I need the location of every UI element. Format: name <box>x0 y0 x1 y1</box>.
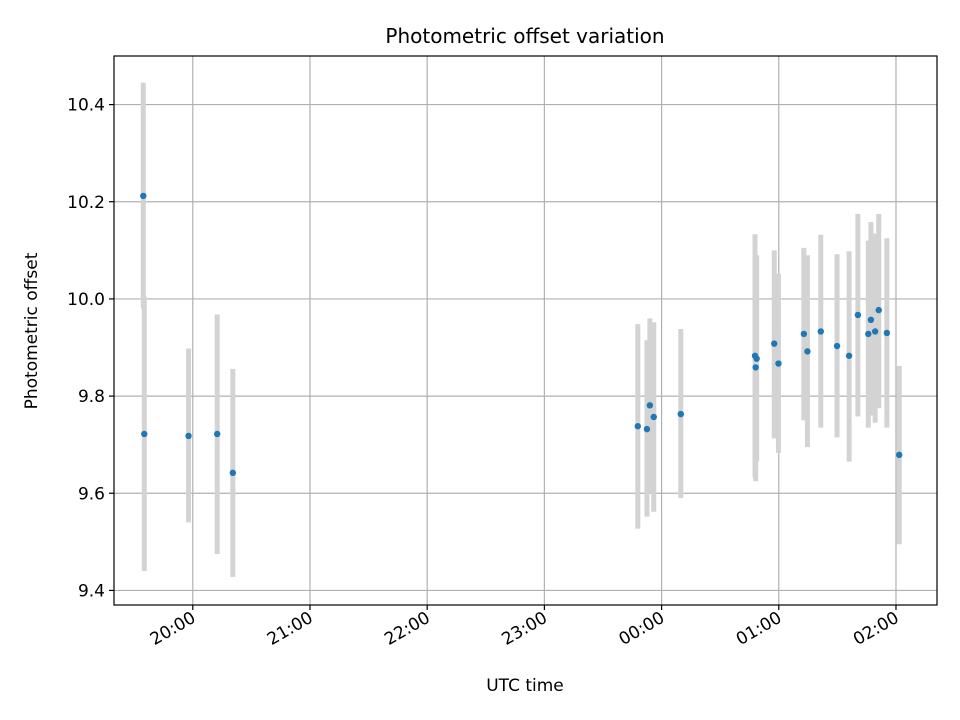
data-point <box>865 330 872 338</box>
data-point <box>804 348 811 355</box>
y-tick-label: 10.2 <box>67 193 105 213</box>
data-point <box>752 364 759 371</box>
y-tick-label: 9.8 <box>78 387 105 407</box>
data-point <box>896 451 903 459</box>
data-point <box>140 192 147 200</box>
data-point <box>800 330 808 338</box>
x-axis: 20:00 21:00 22:00 23:00 00:00 01:00 02:00 <box>147 605 902 650</box>
data-point <box>871 328 879 335</box>
data-point <box>677 410 684 418</box>
y-tick-label: 9.6 <box>78 484 105 504</box>
data-point <box>634 423 642 430</box>
y-axis: 9.4 9.6 9.8 10.0 10.2 10.4 <box>67 96 114 601</box>
data-point <box>643 425 651 433</box>
data-point <box>845 352 853 359</box>
y-tick-label: 10.0 <box>67 290 105 310</box>
grid <box>114 56 937 605</box>
data-points <box>140 192 903 477</box>
data-point <box>854 311 862 319</box>
y-tick-label: 9.4 <box>78 581 105 601</box>
data-point <box>875 306 882 314</box>
data-point <box>214 430 221 438</box>
data-point <box>817 328 824 335</box>
data-point <box>833 342 841 350</box>
data-point <box>141 430 148 438</box>
data-point <box>883 329 891 337</box>
data-point <box>867 316 875 324</box>
y-tick-label: 10.4 <box>67 96 105 116</box>
data-point <box>650 413 657 421</box>
data-point <box>229 469 237 477</box>
x-axis-label: UTC time <box>486 676 564 696</box>
data-point <box>646 402 654 409</box>
chart-title: Photometric offset variation <box>385 24 664 48</box>
data-point <box>185 432 192 440</box>
y-axis-label: Photometric offset <box>22 252 42 409</box>
plot-frame <box>113 55 938 606</box>
data-point <box>771 340 778 347</box>
data-point <box>753 355 760 362</box>
data-point <box>775 360 782 367</box>
